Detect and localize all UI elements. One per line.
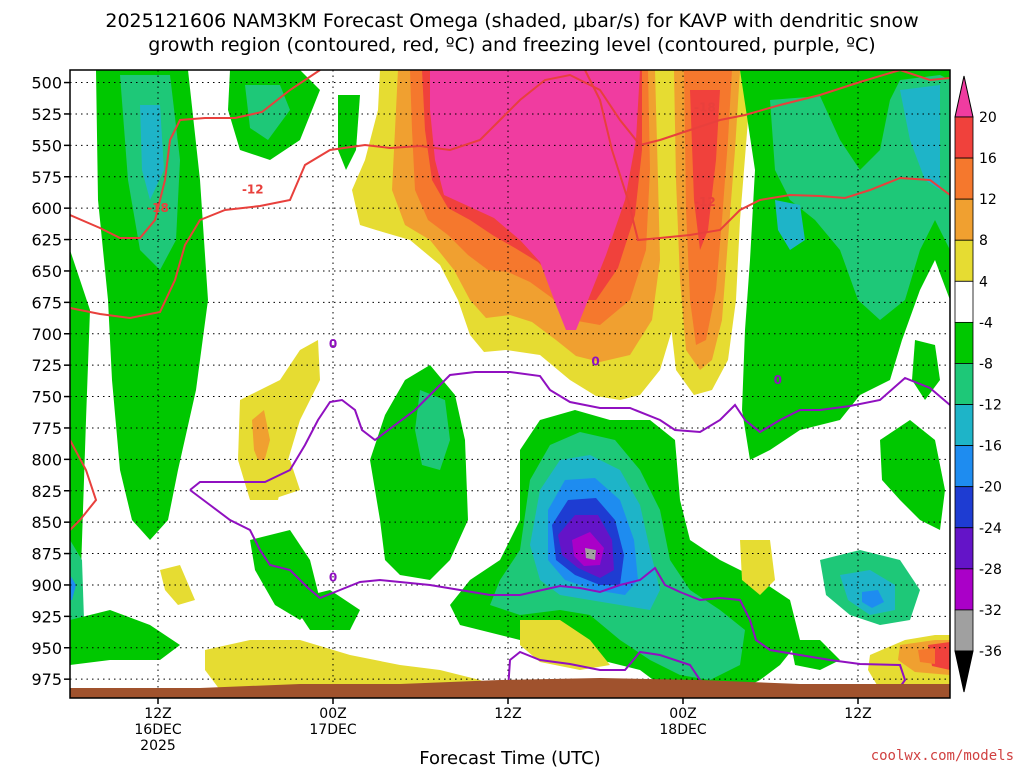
y-axis: 500 525 550 575 600 625 650 675 700 725 750 775 800 8… (31, 74, 70, 689)
contour-freezing-bottom (507, 650, 711, 691)
colorbar-label: -28 (979, 562, 1002, 578)
colorbar: 20 16 12 8 4 -4 -8 -12 -16 -20 -24 -28 -32 -36 (954, 75, 1002, 693)
y-tick-label: 850 (31, 513, 62, 532)
contour-label: -18 (147, 201, 169, 215)
x-tick-label: 00Z (319, 706, 346, 722)
colorbar-top-triangle (954, 75, 974, 118)
contour-label: -18 (694, 101, 716, 115)
colorbar-bin (954, 527, 974, 570)
contour-label: 0 (774, 373, 782, 387)
x-tick-label: 16DEC (134, 722, 181, 738)
x-tick-label: 12Z (844, 706, 871, 722)
y-tick-label: 800 (31, 450, 62, 469)
x-axis-label: Forecast Time (UTC) (419, 748, 600, 768)
x-tick-label: 18DEC (659, 722, 706, 738)
colorbar-bin (954, 445, 974, 488)
contour-label: -12 (242, 182, 264, 196)
contour-label: -12 (694, 195, 716, 209)
colorbar-bin (954, 321, 974, 364)
y-tick-label: 775 (31, 419, 62, 438)
y-tick-label: 500 (31, 74, 62, 93)
colorbar-label: 16 (979, 151, 997, 167)
colorbar-bin (954, 363, 974, 405)
credit-text: coolwx.com/models (871, 748, 1014, 764)
y-tick-label: 825 (31, 482, 62, 501)
x-tick-label: 2025 (140, 738, 176, 754)
contour-minus12-left (70, 70, 950, 320)
contour-label: 0 (329, 570, 337, 584)
colorbar-label: -20 (979, 480, 1002, 496)
y-tick-label: 600 (31, 199, 62, 218)
y-tick-label: 950 (31, 639, 62, 658)
colorbar-label: 12 (979, 192, 997, 208)
colorbar-bottom-triangle (954, 650, 974, 693)
y-tick-label: 575 (31, 168, 62, 187)
y-tick-label: 675 (31, 293, 62, 312)
colorbar-bin (954, 568, 974, 611)
colorbar-label: -24 (979, 521, 1002, 537)
x-tick-label: 12Z (494, 706, 521, 722)
surface-terrain (70, 678, 950, 698)
plot-area: -18 -18 -12 -12 0 0 0 0 (70, 70, 950, 698)
colorbar-label: -32 (979, 603, 1002, 619)
x-tick-label: 17DEC (309, 722, 356, 738)
x-tick-label: 12Z (144, 706, 171, 722)
y-tick-label: 975 (31, 670, 62, 689)
y-tick-label: 875 (31, 545, 62, 564)
contour-freezing-lower (189, 489, 907, 691)
colorbar-label: -8 (979, 356, 993, 372)
colorbar-label: 20 (979, 110, 997, 126)
y-tick-label: 700 (31, 325, 62, 344)
plot-frame (69, 69, 951, 699)
chart-title-line2: growth region (contoured, red, ºC) and f… (148, 34, 875, 56)
contour-label: 0 (329, 337, 337, 351)
colorbar-bin (954, 157, 974, 200)
colorbar-bin (954, 486, 974, 529)
contours (70, 70, 950, 691)
contour-labels: -18 -18 -12 -12 0 0 0 0 (147, 101, 782, 585)
colorbar-bin (954, 239, 974, 282)
y-tick-label: 900 (31, 576, 62, 595)
colorbar-label: -12 (979, 398, 1002, 414)
y-tick-label: 725 (31, 356, 62, 375)
y-tick-label: 550 (31, 136, 62, 155)
contour-minus18-left (70, 70, 321, 239)
contour-minus12-right (584, 70, 950, 242)
contour-label: 0 (591, 354, 599, 368)
y-tick-label: 650 (31, 262, 62, 281)
colorbar-label: 8 (979, 233, 988, 249)
y-tick-label: 625 (31, 231, 62, 250)
y-tick-label: 750 (31, 388, 62, 407)
colorbar-bin (954, 609, 974, 652)
contour-freezing-upper (189, 371, 950, 491)
colorbar-bin (954, 198, 974, 241)
colorbar-label: -16 (979, 439, 1002, 455)
colorbar-label: -4 (979, 315, 993, 331)
colorbar-bin (954, 404, 974, 447)
chart-title-line1: 2025121606 NAM3KM Forecast Omega (shaded… (105, 10, 918, 32)
colorbar-bin (954, 116, 974, 159)
y-tick-label: 925 (31, 607, 62, 626)
x-tick-label: 00Z (669, 706, 696, 722)
contour-red-lowleft (70, 439, 98, 531)
colorbar-label: -36 (979, 644, 1002, 660)
grid (70, 70, 950, 698)
y-tick-label: 525 (31, 105, 62, 124)
colorbar-bin (954, 280, 974, 323)
colorbar-label: 4 (979, 274, 988, 290)
